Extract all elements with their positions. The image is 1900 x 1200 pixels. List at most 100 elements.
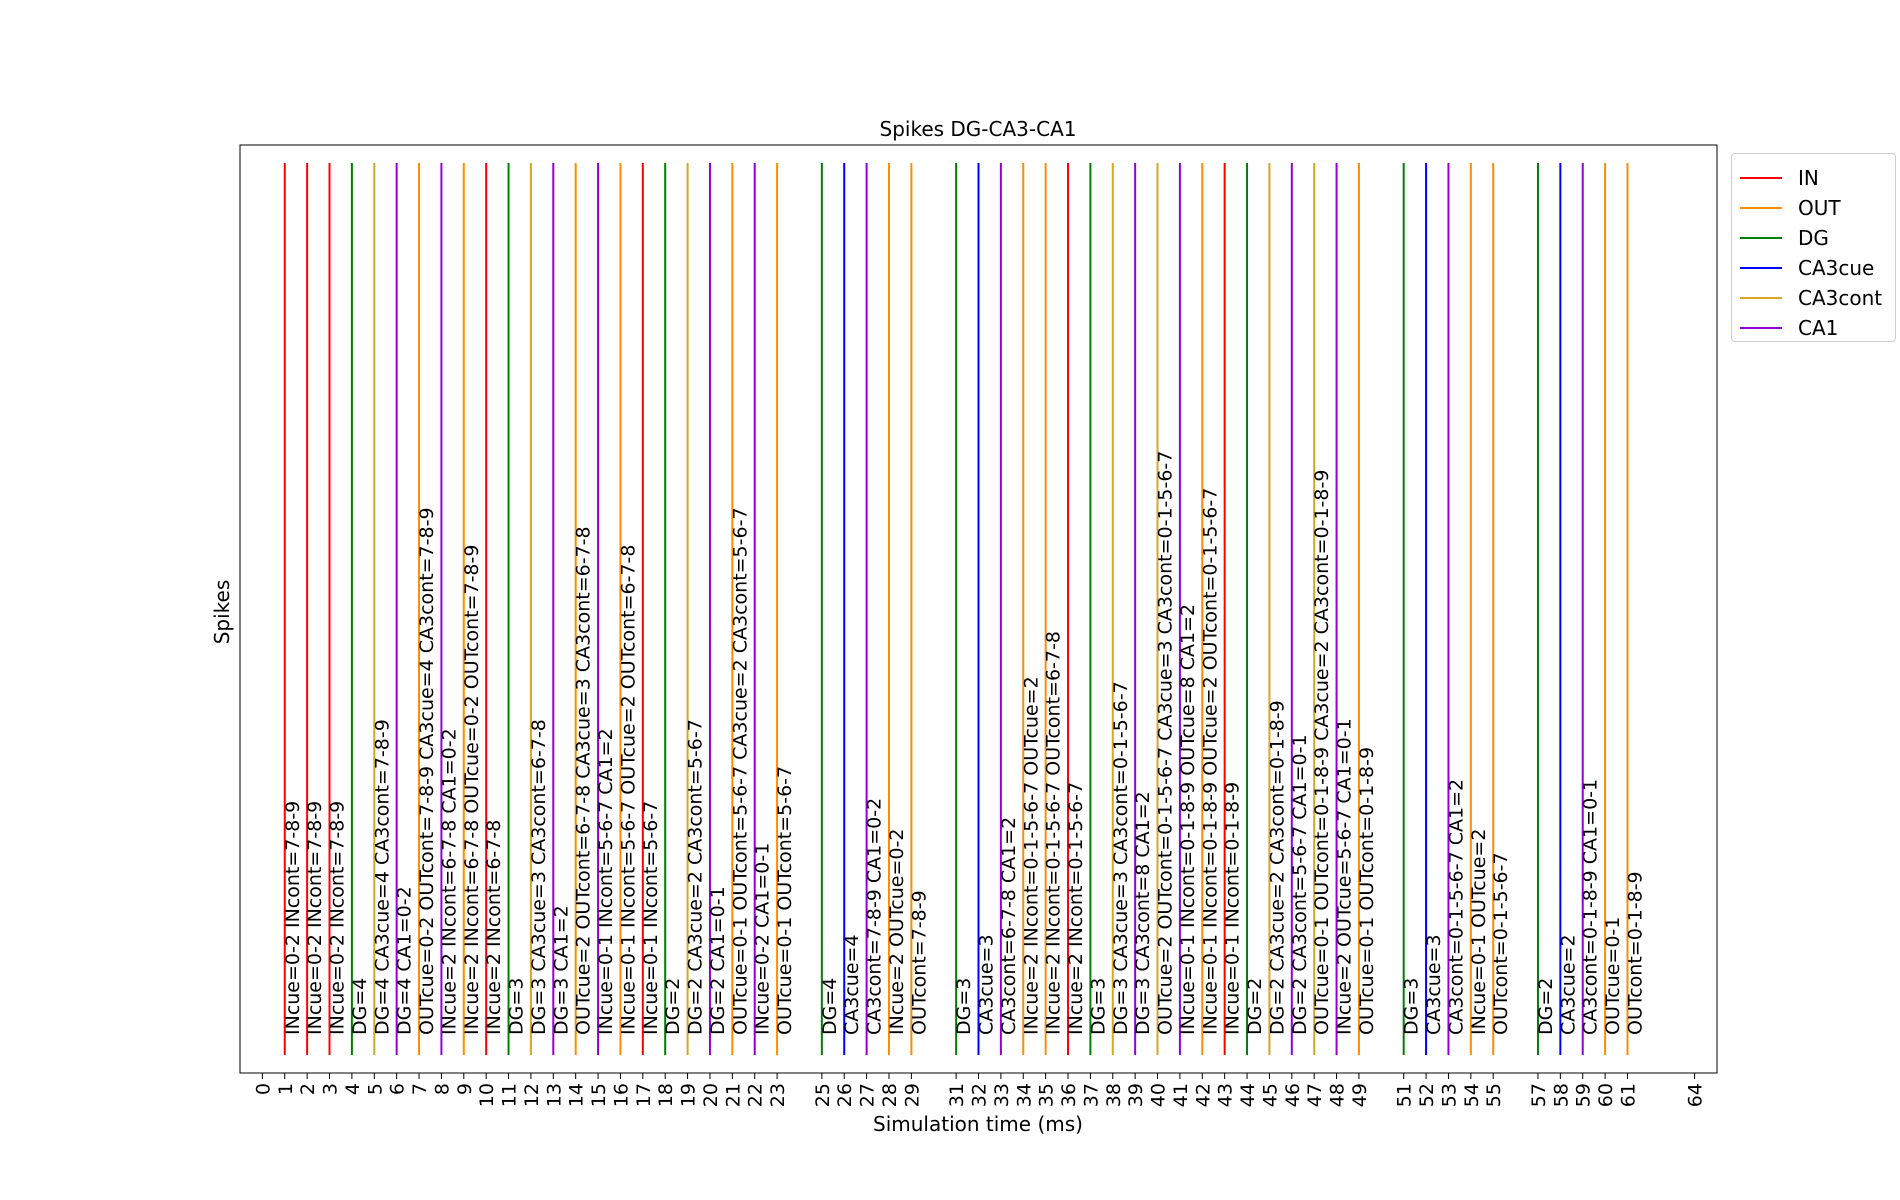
x-tick-label: 23 [767, 1083, 789, 1107]
spike-label: DG=2 CA3cont=5-6-7 CA1=0-1 [1289, 734, 1311, 1035]
legend-entry-out: OUT [1740, 194, 1841, 222]
x-tick-label: 49 [1349, 1083, 1371, 1107]
x-tick-label: 3 [320, 1083, 342, 1095]
legend-label: DG [1798, 226, 1829, 250]
legend-swatch [1740, 207, 1782, 209]
legend-swatch [1740, 177, 1782, 179]
spike-label: INcue=0-2 INcont=7-8-9 [327, 801, 349, 1035]
spike-label: INcue=2 INcont=0-1-5-6-7 OUTcont=6-7-8 [1043, 631, 1065, 1035]
legend-entry-ca1: CA1 [1740, 314, 1838, 342]
x-tick-label: 22 [745, 1083, 767, 1107]
x-tick-label: 5 [364, 1083, 386, 1095]
x-tick-label: 64 [1685, 1083, 1707, 1107]
spike-label: CA3cont=6-7-8 CA1=2 [998, 817, 1020, 1035]
x-tick-label: 15 [588, 1083, 610, 1107]
spike-label: DG=3 CA3cue=3 CA3cont=0-1-5-6-7 [1110, 681, 1132, 1035]
legend-entry-ca3cue: CA3cue [1740, 254, 1874, 282]
x-tick-label: 33 [991, 1083, 1013, 1107]
spike-label: DG=3 CA3cont=8 CA1=2 [1132, 791, 1154, 1035]
spike-label: OUTcont=0-1-8-9 [1624, 871, 1646, 1035]
x-tick-label: 31 [946, 1083, 968, 1107]
spike-label: INcue=0-2 INcont=7-8-9 [282, 801, 304, 1035]
spike-label: DG=4 CA1=0-2 [394, 886, 416, 1035]
x-tick-label: 54 [1461, 1083, 1483, 1107]
spike-label: OUTcont=7-8-9 [908, 890, 930, 1035]
spike-label: INcue=0-1 INcont=0-1-8-9 [1222, 782, 1244, 1035]
x-tick-label: 28 [879, 1083, 901, 1107]
x-tick-label: 59 [1573, 1083, 1595, 1107]
spike-label: INcue=2 OUTcue=0-2 [886, 829, 908, 1035]
x-tick-label: 21 [722, 1083, 744, 1107]
legend-swatch [1740, 237, 1782, 239]
x-tick-label: 2 [297, 1083, 319, 1095]
spike-label: INcue=0-1 INcont=0-1-8-9 OUTcue=2 OUTcon… [1199, 488, 1221, 1035]
spike-label: INcue=2 INcont=6-7-8 [483, 820, 505, 1035]
x-tick-label: 44 [1237, 1083, 1259, 1107]
x-tick-label: 60 [1595, 1083, 1617, 1107]
spike-events: INcue=0-2 INcont=7-8-9 INcue=0-2 INcont=7… [282, 163, 1646, 1055]
spike-label: DG=2 [1535, 978, 1557, 1035]
spike-label: OUTcue=0-1 OUTcont=5-6-7 CA3cue=2 CA3con… [729, 507, 751, 1035]
spike-label: CA3cont=0-1-5-6-7 CA1=2 [1445, 779, 1467, 1035]
x-tick-label: 38 [1103, 1083, 1125, 1107]
x-tick-label: 29 [901, 1083, 923, 1107]
spike-label: INcue=2 INcont=6-7-8 CA1=0-2 [438, 728, 460, 1035]
spike-label: INcue=2 INcont=0-1-5-6-7 OUTcue=2 [1020, 676, 1042, 1035]
legend-swatch [1740, 297, 1782, 299]
x-tick-label: 17 [633, 1083, 655, 1107]
spike-label: OUTcont=0-1-5-6-7 [1490, 852, 1512, 1035]
spike-label: DG=2 CA1=0-1 [707, 886, 729, 1035]
spike-label: OUTcue=0-1 OUTcont=0-1-8-9 [1356, 747, 1378, 1035]
spike-label: CA3cue=3 [976, 934, 998, 1035]
x-tick-label: 4 [342, 1083, 364, 1095]
spike-label: OUTcue=0-1 OUTcont=0-1-8-9 CA3cue=2 CA3c… [1311, 470, 1333, 1035]
x-tick-label: 12 [521, 1083, 543, 1107]
x-tick-label: 32 [969, 1083, 991, 1107]
x-tick-label: 34 [1013, 1083, 1035, 1107]
legend-swatch [1740, 327, 1782, 329]
x-tick-label: 9 [454, 1083, 476, 1095]
x-axis-label: Simulation time (ms) [873, 1112, 1083, 1136]
spike-label: DG=2 CA3cue=2 CA3cont=0-1-8-9 [1266, 700, 1288, 1035]
spike-label: OUTcue=2 OUTcont=6-7-8 CA3cue=3 CA3cont=… [573, 526, 595, 1035]
chart-legend: IN OUT DG CA3cue CA3cont CA1 [1731, 153, 1896, 342]
spike-label: INcue=0-1 INcont=5-6-7 CA1=2 [595, 728, 617, 1035]
spike-label: INcue=2 INcont=0-1-5-6-7 [1065, 782, 1087, 1035]
spike-label: DG=3 CA3cue=3 CA3cont=6-7-8 [528, 719, 550, 1035]
spike-label: CA3cont=7-8-9 CA1=0-2 [864, 798, 886, 1035]
spike-label: DG=2 CA3cue=2 CA3cont=5-6-7 [685, 719, 707, 1035]
spike-label: INcue=0-1 INcont=5-6-7 [640, 801, 662, 1035]
spike-label: CA3cue=4 [841, 934, 863, 1035]
spike-label: DG=3 [1087, 978, 1109, 1035]
x-tick-label: 57 [1528, 1083, 1550, 1107]
spike-label: DG=3 CA1=2 [550, 905, 572, 1035]
spike-label: DG=4 [349, 978, 371, 1035]
x-tick-label: 52 [1416, 1083, 1438, 1107]
legend-swatch [1740, 267, 1782, 269]
x-tick-label: 7 [409, 1083, 431, 1095]
legend-label: CA3cue [1798, 256, 1875, 280]
x-tick-label: 16 [610, 1083, 632, 1107]
x-tick-label: 6 [387, 1083, 409, 1095]
spike-label: INcue=0-2 INcont=7-8-9 [304, 801, 326, 1035]
y-axis-label: Spikes [210, 580, 234, 645]
spike-label: DG=3 [953, 978, 975, 1035]
x-tick-label: 47 [1304, 1083, 1326, 1107]
x-tick-label: 48 [1327, 1083, 1349, 1107]
spike-label: DG=2 [1244, 978, 1266, 1035]
x-tick-label: 11 [499, 1083, 521, 1107]
spike-label: DG=4 [819, 978, 841, 1035]
x-tick-label: 0 [252, 1083, 274, 1095]
x-axis-ticks: 0 1 2 3 4 5 6 7 8 9 10 11 12 13 14 15 16 17 18 19 20 21 22 23 25… [252, 1073, 1707, 1107]
spike-label: CA3cont=0-1-8-9 CA1=0-1 [1580, 779, 1602, 1035]
spike-label: INcue=0-1 OUTcue=2 [1468, 829, 1490, 1035]
legend-label: OUT [1798, 196, 1841, 220]
x-tick-label: 42 [1192, 1083, 1214, 1107]
x-tick-label: 40 [1148, 1083, 1170, 1107]
x-tick-label: 1 [275, 1083, 297, 1095]
legend-entry-dg: DG [1740, 224, 1829, 252]
legend-label: CA1 [1798, 316, 1839, 340]
x-tick-label: 36 [1058, 1083, 1080, 1107]
spike-label: CA3cue=2 [1557, 934, 1579, 1035]
